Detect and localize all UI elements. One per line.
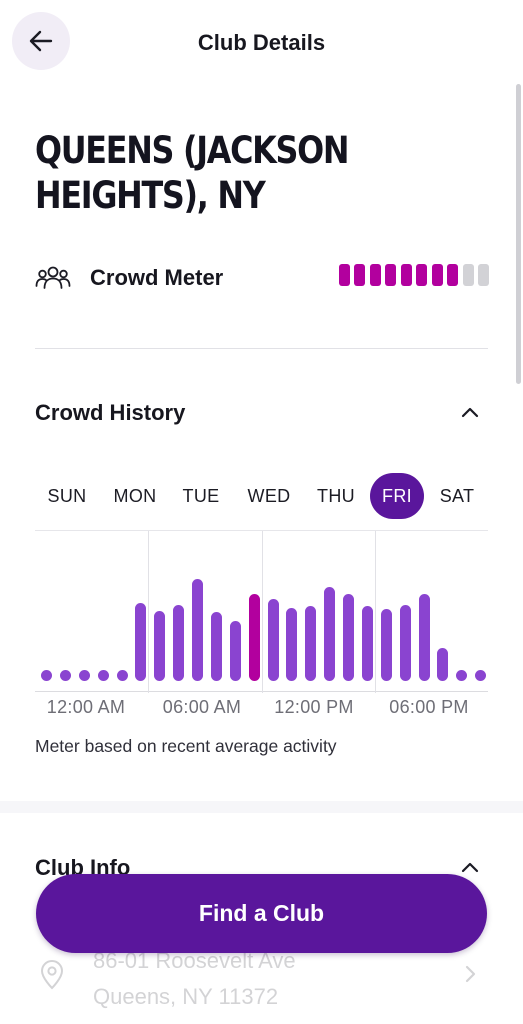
- meter-segment-filled: [354, 264, 365, 286]
- chevron-up-icon[interactable]: [458, 400, 482, 424]
- back-button[interactable]: [12, 12, 70, 70]
- tab-wed[interactable]: WED: [247, 485, 291, 506]
- x-tick-label: 12:00 PM: [274, 697, 354, 717]
- chart-separator: [375, 531, 376, 693]
- meter-segment-filled: [369, 264, 381, 286]
- x-tick-label: 06:00 PM: [389, 697, 469, 717]
- crowd-meter-gauge: [338, 264, 489, 286]
- chart-bar: [418, 594, 430, 681]
- meter-segment-filled: [400, 264, 412, 286]
- find-a-club-button[interactable]: Find a Club: [36, 874, 487, 953]
- crowd-history-title: Crowd History: [35, 400, 186, 425]
- chart-bar: [192, 579, 203, 681]
- chart-bar: [437, 648, 449, 681]
- meter-segment-empty: [478, 264, 489, 286]
- x-tick-label: 12:00 AM: [46, 697, 126, 717]
- section-separator: [0, 801, 523, 813]
- tab-thu[interactable]: THU: [317, 485, 355, 506]
- chart-bar: [380, 609, 392, 681]
- location-pin-icon: [40, 960, 64, 990]
- chart-bar: [475, 670, 487, 681]
- crowd-meter: Crowd Meter: [35, 258, 490, 298]
- meter-segment-filled: [431, 264, 443, 286]
- page-title: Club Details: [197, 30, 326, 55]
- chart-bar: [210, 612, 222, 681]
- chevron-up-icon[interactable]: [458, 855, 482, 879]
- tab-tue[interactable]: TUE: [182, 485, 220, 506]
- meter-segment-filled: [338, 264, 350, 286]
- chart-bar: [399, 604, 411, 681]
- chart-bar: [286, 607, 298, 681]
- tab-sun[interactable]: SUN: [47, 485, 87, 506]
- chart-bar: [78, 670, 90, 681]
- chart-bar: [154, 610, 166, 681]
- chart-bar: [229, 621, 241, 681]
- chart-bar-current: [248, 594, 260, 681]
- chart-bar: [456, 670, 468, 681]
- people-icon: [35, 266, 71, 289]
- chart-bar: [343, 594, 354, 681]
- crowd-history-chart: [35, 530, 488, 693]
- tab-fri[interactable]: FRI: [370, 473, 424, 519]
- x-tick-label: 06:00 AM: [162, 697, 242, 717]
- header-bar: Club Details: [0, 0, 523, 86]
- chart-bar: [41, 670, 52, 681]
- meter-segment-filled: [416, 264, 427, 286]
- divider: [35, 348, 488, 349]
- chart-bar: [267, 598, 279, 681]
- arrow-left-icon: [29, 30, 53, 52]
- tab-mon[interactable]: MON: [113, 485, 157, 506]
- chevron-right-icon: [465, 965, 476, 983]
- meter-segment-empty: [462, 264, 474, 286]
- meter-segment-filled: [385, 264, 396, 286]
- meter-segment-filled: [447, 264, 458, 286]
- chart-bar: [324, 586, 336, 681]
- chart-bar: [59, 670, 71, 681]
- chart-bar: [135, 603, 147, 681]
- chart-note: Meter based on recent average activity: [35, 736, 337, 756]
- chart-bar: [173, 604, 185, 681]
- club-name: QUEENS (JACKSON HEIGHTS), NY: [35, 129, 350, 217]
- chart-bar: [97, 670, 109, 681]
- scrollbar[interactable]: [516, 84, 521, 384]
- chart-separator: [262, 531, 263, 693]
- chart-bar: [305, 606, 317, 681]
- chart-bar: [361, 606, 373, 681]
- crowd-meter-label: Crowd Meter: [90, 265, 224, 290]
- day-tabs: SUN MON TUE WED THU FRI SAT: [35, 473, 488, 519]
- tab-sat[interactable]: SAT: [439, 485, 475, 506]
- chart-separator: [148, 531, 149, 693]
- address-city: Queens, NY 11372: [93, 984, 279, 1009]
- chart-bar: [116, 670, 128, 681]
